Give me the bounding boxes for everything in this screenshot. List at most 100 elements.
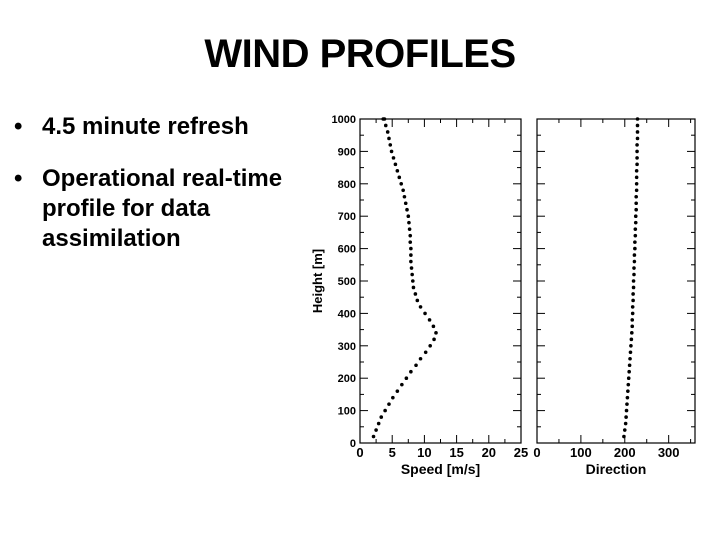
data-point bbox=[624, 408, 629, 413]
data-point bbox=[388, 143, 393, 147]
data-point bbox=[633, 220, 638, 225]
data-point bbox=[400, 382, 404, 387]
data-point bbox=[407, 227, 412, 231]
data-point bbox=[395, 389, 400, 393]
data-point bbox=[632, 266, 636, 270]
data-point bbox=[415, 298, 420, 303]
x-tick-label: 100 bbox=[570, 445, 592, 460]
x-tick-label: 25 bbox=[514, 445, 528, 460]
data-point bbox=[633, 227, 638, 231]
data-point bbox=[427, 318, 432, 322]
y-tick-label: 1000 bbox=[332, 114, 356, 126]
data-point bbox=[630, 324, 635, 329]
data-point bbox=[402, 194, 407, 199]
data-point bbox=[633, 233, 638, 238]
data-point bbox=[630, 318, 635, 322]
data-point bbox=[381, 117, 385, 121]
data-point bbox=[391, 156, 396, 160]
data-point bbox=[393, 162, 398, 167]
data-point bbox=[634, 188, 639, 193]
data-point bbox=[633, 240, 637, 244]
data-point bbox=[413, 292, 418, 296]
x-tick-label: 5 bbox=[389, 445, 396, 460]
bullet-list: • 4.5 minute refresh • Operational real-… bbox=[14, 112, 314, 276]
chart-panel-1: 0 100 200 300 400 500 600 700 800 900 1000 0 5 10 15 20… bbox=[310, 114, 528, 477]
data-point bbox=[635, 162, 639, 167]
data-point bbox=[635, 130, 640, 134]
data-point bbox=[628, 356, 632, 361]
data-point bbox=[622, 434, 626, 439]
data-point bbox=[632, 259, 637, 264]
data-point bbox=[428, 344, 432, 348]
bullet-text: Operational real-time profile for data a… bbox=[42, 165, 283, 252]
x-tick-label: 0 bbox=[356, 445, 363, 460]
data-point bbox=[634, 169, 639, 173]
data-point bbox=[405, 207, 409, 212]
data-point bbox=[624, 415, 628, 419]
data-point bbox=[630, 305, 635, 309]
data-point bbox=[634, 175, 639, 180]
data-point bbox=[634, 201, 638, 206]
y-tick-label: 700 bbox=[338, 211, 356, 223]
data-point bbox=[434, 331, 438, 335]
data-point bbox=[408, 240, 413, 244]
y-tick-label: 200 bbox=[338, 373, 356, 385]
data-point bbox=[389, 149, 394, 154]
data-point bbox=[625, 402, 629, 406]
data-point bbox=[633, 214, 638, 218]
data-point bbox=[404, 376, 409, 381]
data-point bbox=[423, 311, 427, 316]
data-point bbox=[632, 253, 637, 257]
plot-frame bbox=[359, 118, 522, 444]
data-point bbox=[379, 415, 384, 419]
data-point bbox=[406, 214, 411, 218]
data-point bbox=[627, 363, 632, 368]
data-point bbox=[626, 382, 631, 387]
bullet-item: • Operational real-time profile for data… bbox=[14, 164, 314, 254]
data-point bbox=[635, 123, 640, 128]
y-tick-label: 500 bbox=[338, 276, 356, 288]
data-point bbox=[623, 421, 628, 426]
data-point bbox=[409, 369, 413, 374]
bullet-item: • 4.5 minute refresh bbox=[14, 112, 314, 142]
data-point bbox=[634, 194, 638, 199]
data-point bbox=[409, 259, 413, 264]
data-point bbox=[395, 169, 400, 173]
y-axis-label: Height [m] bbox=[310, 249, 325, 313]
data-point bbox=[376, 421, 381, 426]
data-point bbox=[627, 369, 631, 374]
data-point bbox=[383, 123, 388, 128]
x-tick-label: 0 bbox=[533, 445, 540, 460]
y-tick-label: 800 bbox=[338, 179, 356, 191]
data-point bbox=[633, 246, 637, 251]
y-tick-label: 400 bbox=[338, 308, 356, 320]
data-point bbox=[626, 389, 630, 393]
data-point bbox=[401, 188, 405, 193]
x-axis-label: Speed [m/s] bbox=[401, 461, 480, 477]
data-point bbox=[635, 149, 639, 154]
data-point bbox=[399, 182, 404, 186]
y-tick-label: 600 bbox=[338, 244, 356, 256]
data-point bbox=[411, 279, 415, 283]
data-point bbox=[635, 136, 640, 141]
data-point bbox=[635, 143, 639, 147]
data-point bbox=[629, 337, 634, 342]
data-point bbox=[631, 298, 635, 303]
data-point bbox=[634, 182, 639, 186]
data-point bbox=[408, 233, 413, 238]
data-point bbox=[387, 402, 391, 406]
data-point bbox=[409, 246, 413, 251]
data-point bbox=[631, 292, 635, 296]
data-point bbox=[631, 285, 636, 290]
data-point bbox=[409, 253, 413, 257]
plot-frame bbox=[536, 118, 696, 444]
data-point bbox=[631, 279, 636, 283]
data-point bbox=[622, 428, 627, 432]
data-point bbox=[387, 136, 391, 141]
slide-title: WIND PROFILES bbox=[204, 32, 516, 76]
data-point bbox=[635, 117, 640, 121]
x-tick-label: 15 bbox=[449, 445, 463, 460]
data-point bbox=[630, 331, 634, 335]
x-tick-label: 20 bbox=[482, 445, 496, 460]
data-point bbox=[409, 266, 414, 270]
